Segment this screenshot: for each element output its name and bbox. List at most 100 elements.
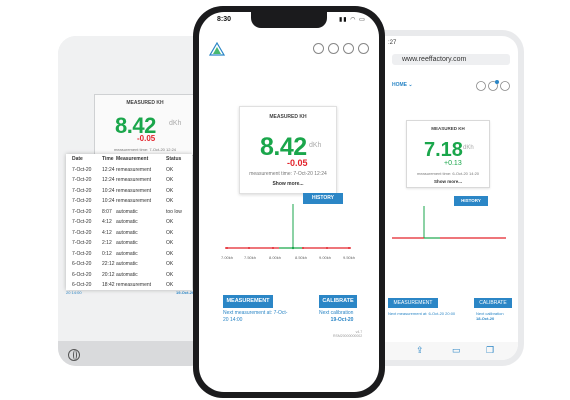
right-status-time: :27 [388,40,397,46]
cell-status: OK [166,198,174,204]
right-show-more-link[interactable]: Show more... [433,179,462,184]
reef-factory-logo-icon[interactable] [209,42,225,58]
cell-time: 22:12 [102,261,115,267]
center-next-calibration-label: Next calibration [319,310,354,316]
url-text: www.reeffactory.com [402,56,467,63]
cell-time: 20:12 [102,271,115,278]
cell-status: OK [166,166,174,173]
left-footer-calibration: 19-Oct-20 [176,290,195,295]
right-kh-unit: dKh [463,145,474,151]
cell-measurement: automatic [116,208,138,215]
center-footer: v4.7 RSM20000000002 [333,330,362,338]
right-next-calibration-label: Next calibration [476,311,504,316]
scale-label: 7.00kh [221,255,234,260]
table-row[interactable]: 7-Oct-20 4:12 automatic OK [66,217,192,228]
center-settings-icon[interactable] [313,43,324,54]
col-time: Time [102,156,114,162]
right-measured-kh-card: MEASURED KH 7.18 dKh +0.13 measurement t… [406,120,490,188]
right-header-icons [476,80,510,91]
center-history-button[interactable]: HISTORY [303,193,343,204]
table-body: 7-Oct-20 12:24 remeasurement OK 7-Oct-20 12:2… [66,165,192,291]
cell-status: OK [166,261,174,267]
left-card-title: MEASURED KH [126,100,164,106]
footer-version: v4.7 [355,330,363,334]
bookmarks-icon[interactable]: ▭ [452,345,461,355]
cell-measurement: automatic [116,271,138,278]
table-row[interactable]: 7-Oct-20 8:07 automatic too low [66,207,192,218]
cell-date: 6-Oct-20 [72,261,92,267]
left-footer-date: 20 14:00 [66,290,82,295]
globe-icon[interactable] [68,349,80,361]
cell-time: 2:12 [102,240,112,246]
status-icons: ▮▮ ◠ ▭ [339,17,366,23]
center-phone-device: 8:30 ▮▮ ◠ ▭ MEASURED KH 8.42 dKh -0.05 m… [193,6,385,398]
tabs-icon[interactable]: ❐ [486,345,495,355]
right-calibrate-button[interactable]: CALIBRATE [474,298,512,308]
left-measurement-time: measurement time: 7-Oct-20 12:24 [113,147,177,152]
url-bar[interactable]: www.reeffactory.com [392,54,510,65]
center-user-icon[interactable] [343,43,354,54]
cell-time: 0:12 [102,250,112,257]
settings-icon[interactable] [476,81,486,91]
cell-status: OK [166,250,174,257]
cell-date: 7-Oct-20 [72,208,92,215]
cell-time: 8:07 [102,208,112,215]
left-kh-unit: dKh [169,120,182,127]
right-next-calibration-date: 18-Oct-20 [476,316,495,321]
table-row[interactable]: 7-Oct-20 4:12 automatic OK [66,228,192,239]
right-kh-delta: +0.13 [444,160,462,167]
right-kh-scale [392,206,506,239]
table-row[interactable]: 7-Oct-20 12:24 remeasurement OK [66,175,192,186]
table-row[interactable]: 6-Oct-20 18:42 remeasurement OK [66,280,192,291]
right-measurement-button[interactable]: MEASUREMENT [388,298,438,308]
center-kh-unit: dKh [309,142,322,149]
share-icon[interactable]: ⇪ [416,345,424,355]
cell-date: 7-Oct-20 [72,177,92,183]
table-row[interactable]: 7-Oct-20 2:12 automatic OK [66,238,192,249]
right-card-title: MEASURED KH [431,126,465,131]
cell-status: OK [166,177,174,183]
scale-label: 7.50kh [244,255,257,260]
cell-measurement: remeasurement [116,282,152,288]
cell-time: 10:24 [102,198,115,204]
nav-home-label: HOME [392,82,407,88]
cell-date: 6-Oct-20 [72,282,92,288]
cell-status: OK [166,240,174,246]
right-history-button[interactable]: HISTORY [454,196,488,206]
table-row[interactable]: 6-Oct-20 22:12 automatic OK [66,259,192,270]
cell-time: 12:24 [102,166,115,173]
cell-measurement: automatic [116,229,138,236]
cell-status: OK [166,282,174,288]
table-row[interactable]: 7-Oct-20 0:12 automatic OK [66,249,192,260]
cell-date: 7-Oct-20 [72,219,92,225]
right-next-measurement: Next measurement at: 6-Oct-20 20:00 [388,311,456,316]
cell-measurement: automatic [116,219,138,225]
user-icon[interactable] [500,81,510,91]
wifi-icon[interactable] [488,81,498,91]
center-next-measurement: Next measurement at: 7-Oct-20 14:00 [223,310,288,323]
center-show-more-link[interactable]: Show more... [272,181,304,187]
table-row[interactable]: 7-Oct-20 10:24 remeasurement OK [66,186,192,197]
center-menu-icon[interactable] [358,43,369,54]
table-row[interactable]: 6-Oct-20 20:12 automatic OK [66,270,192,281]
col-status: Status [166,156,182,162]
center-wifi-icon[interactable] [328,43,339,54]
scale-label: 9.50kh [343,255,356,260]
cell-status: OK [166,271,174,278]
right-measurement-time: measurement time: 6-Oct-20 14:20 [416,171,480,176]
cell-time: 10:24 [102,187,115,194]
nav-home[interactable]: HOME ⌄ [392,82,413,88]
scale-label: 9.00kh [319,255,332,260]
cell-measurement: automatic [116,261,138,267]
center-measurement-button[interactable]: MEASUREMENT [223,295,273,308]
center-calibrate-button[interactable]: CALIBRATE [319,295,357,308]
center-next-calibration-date: 19-Oct-20 [330,317,354,323]
table-row[interactable]: 7-Oct-20 10:24 remeasurement OK [66,196,192,207]
cell-status: OK [166,219,174,225]
cell-date: 7-Oct-20 [72,250,92,257]
cell-measurement: remeasurement [116,198,152,204]
center-next-calibration: Next calibration 19-Oct-20 [319,310,353,324]
table-row[interactable]: 7-Oct-20 12:24 remeasurement OK [66,165,192,176]
center-kh-value: 8.42 [260,133,307,161]
col-date: Date [72,156,83,162]
